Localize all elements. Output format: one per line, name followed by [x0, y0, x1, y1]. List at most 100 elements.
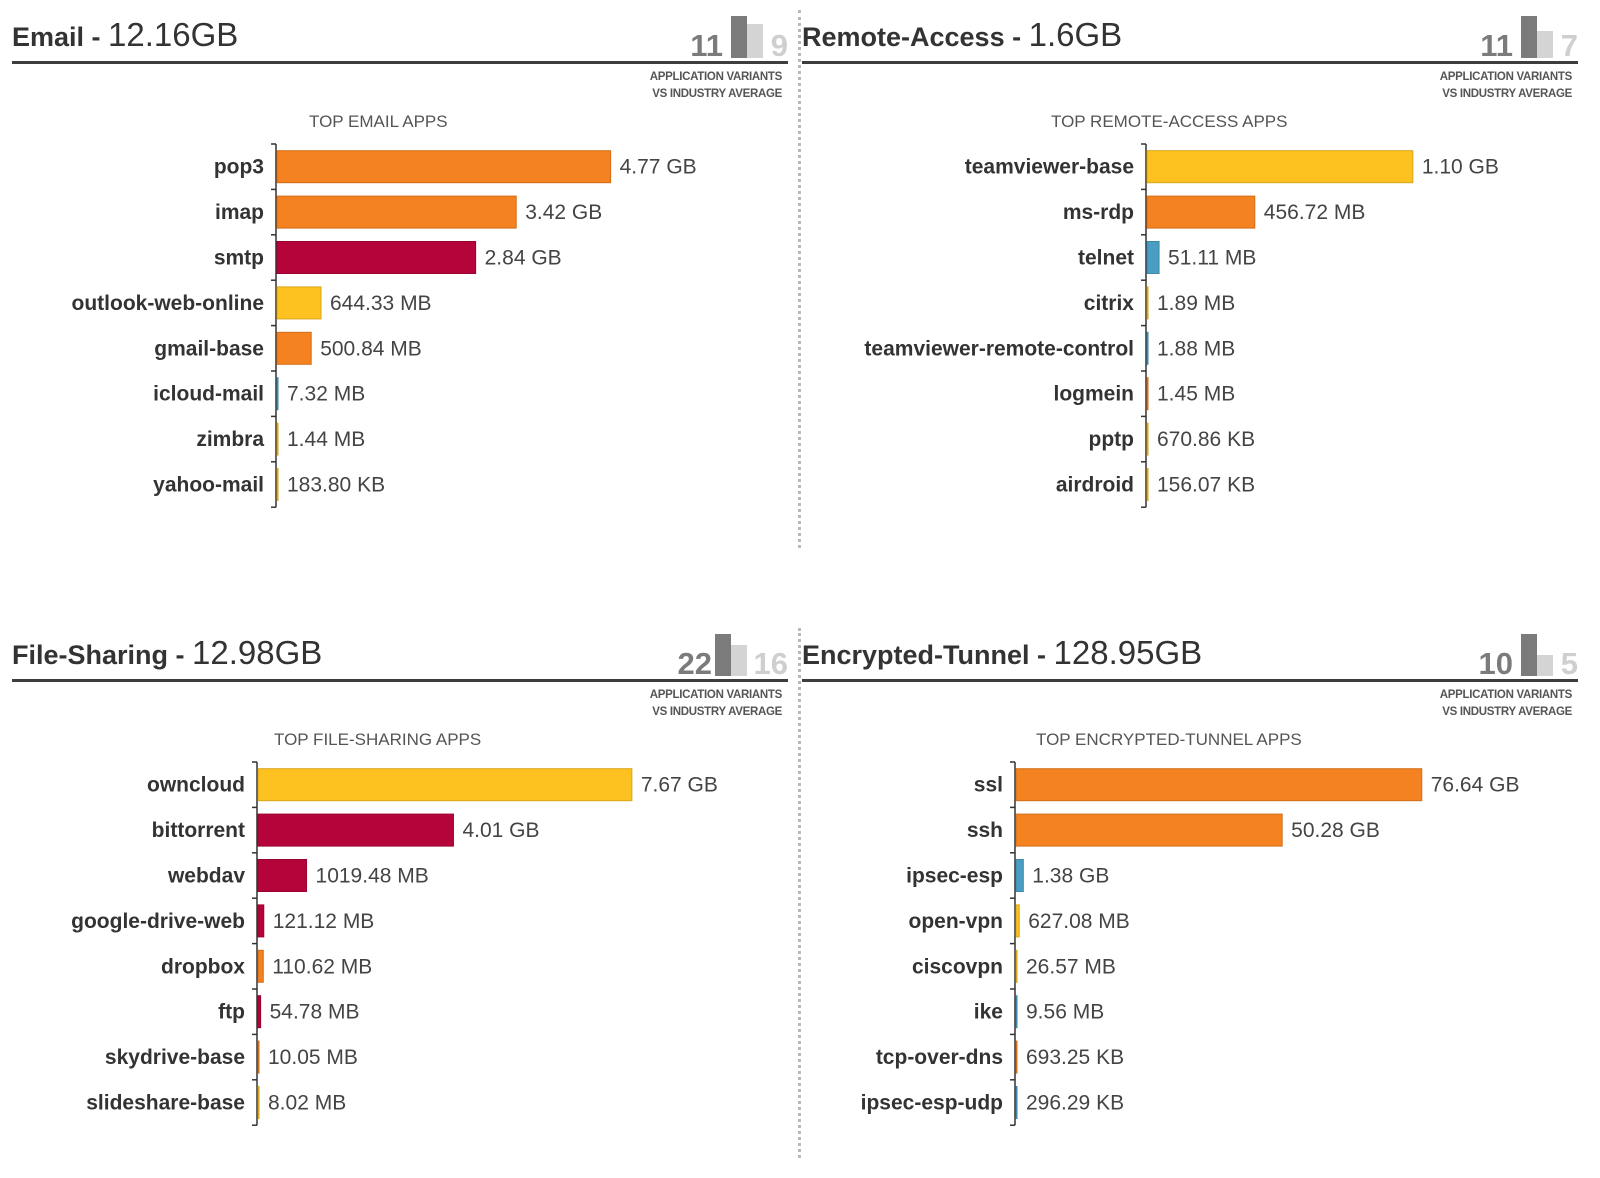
bar-owncloud	[257, 768, 633, 802]
bar-yahoo-mail	[276, 468, 279, 501]
value-label: 121.12 MB	[273, 910, 375, 933]
category-label: tcp-over-dns	[876, 1046, 1003, 1069]
bar-chart-svg: teamviewer-base 1.10 GB ms-rdp 456.72 MB tel…	[864, 143, 1499, 508]
app-variants-count: 11	[690, 28, 723, 63]
variants-label-line2: VS INDUSTRY AVERAGE	[652, 706, 782, 718]
value-label: 183.80 KB	[287, 474, 385, 497]
category-label: webdav	[167, 865, 245, 888]
variants-label: APPLICATION VARIANTS VS INDUSTRY AVERAGE	[649, 687, 783, 721]
category-label: teamviewer-base	[965, 156, 1134, 179]
value-label: 110.62 MB	[272, 955, 372, 978]
category-label: outlook-web-online	[72, 292, 264, 315]
value-label: 644.33 MB	[330, 292, 432, 315]
industry-average-bar	[1537, 31, 1553, 58]
bar-zimbra	[276, 422, 279, 456]
category-label: gmail-base	[154, 337, 264, 360]
variants-label-line1: APPLICATION VARIANTS	[649, 689, 783, 701]
bar-chart-svg: ssl 76.64 GB ssh 50.28 GB ipsec-esp 1.38 GB op…	[861, 761, 1520, 1126]
app-variants-bar	[1521, 634, 1537, 676]
value-label: 456.72 MB	[1264, 201, 1366, 224]
value-label: 1019.48 MB	[316, 865, 429, 888]
category-label: teamviewer-remote-control	[864, 337, 1134, 360]
value-label: 296.29 KB	[1026, 1092, 1124, 1115]
panel-title: Encrypted-Tunnel - 128.95GB	[802, 634, 1202, 672]
value-label: 670.86 KB	[1157, 428, 1255, 451]
bar-skydrive-base	[257, 1040, 260, 1074]
category-label: skydrive-base	[105, 1046, 245, 1069]
category-label: ike	[974, 1001, 1003, 1024]
category-label: google-drive-web	[71, 910, 245, 933]
file-sharing-panel: File-Sharing - 12.98GB 22 16 APPLICATION…	[12, 618, 788, 1178]
bar-pptp	[1146, 422, 1149, 456]
category-label: owncloud	[147, 774, 245, 797]
title-separator: -	[168, 640, 193, 670]
panel-divider-bottom	[798, 628, 801, 1158]
value-label: 76.64 GB	[1431, 774, 1520, 797]
value-label: 7.32 MB	[287, 383, 365, 406]
bar-slideshare-base	[257, 1086, 260, 1119]
bar-ssl	[1015, 768, 1423, 802]
panel-title: Email - 12.16GB	[12, 16, 238, 54]
remote-access-panel: Remote-Access - 1.6GB 11 7 APPLICATION V…	[802, 0, 1578, 560]
category-label: ipsec-esp-udp	[861, 1092, 1003, 1115]
bar-ipsec-esp-udp	[1015, 1086, 1018, 1119]
value-label: 50.28 GB	[1291, 819, 1380, 842]
variants-label-line1: APPLICATION VARIANTS	[1439, 689, 1573, 701]
remote-access-bar-chart: teamviewer-base 1.10 GB ms-rdp 456.72 MB tel…	[802, 140, 1578, 540]
category-total: 12.16GB	[108, 16, 239, 53]
value-label: 3.42 GB	[525, 201, 602, 224]
category-label: pptp	[1089, 428, 1134, 451]
value-label: 4.77 GB	[620, 156, 697, 179]
value-label: 7.67 GB	[641, 774, 718, 797]
bar-logmein	[1146, 377, 1149, 411]
category-label: slideshare-base	[86, 1092, 245, 1115]
file-sharing-bar-chart: owncloud 7.67 GB bittorrent 4.01 GB webdav 10…	[12, 758, 788, 1158]
bar-webdav	[257, 859, 308, 892]
panel-title: Remote-Access - 1.6GB	[802, 16, 1122, 54]
category-label: citrix	[1084, 292, 1135, 315]
value-label: 2.84 GB	[485, 247, 562, 270]
value-label: 1.44 MB	[287, 428, 365, 451]
industry-average-count: 7	[1560, 28, 1578, 63]
value-label: 26.57 MB	[1026, 955, 1116, 978]
category-label: yahoo-mail	[153, 474, 264, 497]
category-label: ipsec-esp	[906, 865, 1003, 888]
category-name: Remote-Access	[802, 22, 1005, 52]
category-label: icloud-mail	[153, 383, 264, 406]
bar-teamviewer-base	[1146, 150, 1414, 184]
value-label: 1.88 MB	[1157, 337, 1235, 360]
value-label: 693.25 KB	[1026, 1046, 1124, 1069]
variants-indicator: 22 16	[628, 618, 788, 679]
app-variants-count: 22	[677, 646, 712, 681]
category-label: zimbra	[196, 428, 264, 451]
variants-indicator: 11 7	[1418, 0, 1578, 61]
value-label: 500.84 MB	[320, 337, 422, 360]
industry-average-bar	[747, 24, 763, 58]
variants-label-line2: VS INDUSTRY AVERAGE	[1442, 88, 1572, 100]
category-total: 12.98GB	[192, 634, 323, 671]
variants-label: APPLICATION VARIANTS VS INDUSTRY AVERAGE	[650, 69, 783, 103]
bar-ssh	[1015, 813, 1283, 847]
bar-ipsec-esp	[1015, 859, 1024, 892]
industry-average-bar	[731, 645, 747, 676]
value-label: 1.10 GB	[1422, 156, 1499, 179]
value-label: 1.38 GB	[1032, 865, 1109, 888]
category-label: open-vpn	[909, 910, 1004, 933]
bar-outlook-web-online	[276, 286, 322, 320]
bar-pop3	[276, 150, 612, 184]
value-label: 4.01 GB	[462, 819, 539, 842]
category-label: logmein	[1053, 383, 1134, 406]
app-variants-bar	[731, 16, 747, 58]
category-label: telnet	[1078, 247, 1134, 270]
panel-header: File-Sharing - 12.98GB 22 16	[12, 618, 788, 682]
variants-label: APPLICATION VARIANTS VS INDUSTRY AVERAGE	[1440, 69, 1573, 103]
category-label: ssl	[974, 774, 1003, 797]
variants-label: APPLICATION VARIANTS VS INDUSTRY AVERAGE	[1439, 687, 1573, 721]
panel-header: Email - 12.16GB 11 9	[12, 0, 788, 64]
panel-header: Remote-Access - 1.6GB 11 7	[802, 0, 1578, 64]
category-total: 128.95GB	[1053, 634, 1203, 671]
category-name: File-Sharing	[12, 640, 169, 670]
chart-subtitle: TOP FILE-SHARING APPS	[274, 730, 482, 749]
bar-icloud-mail	[276, 377, 279, 411]
title-separator: -	[1029, 640, 1054, 670]
